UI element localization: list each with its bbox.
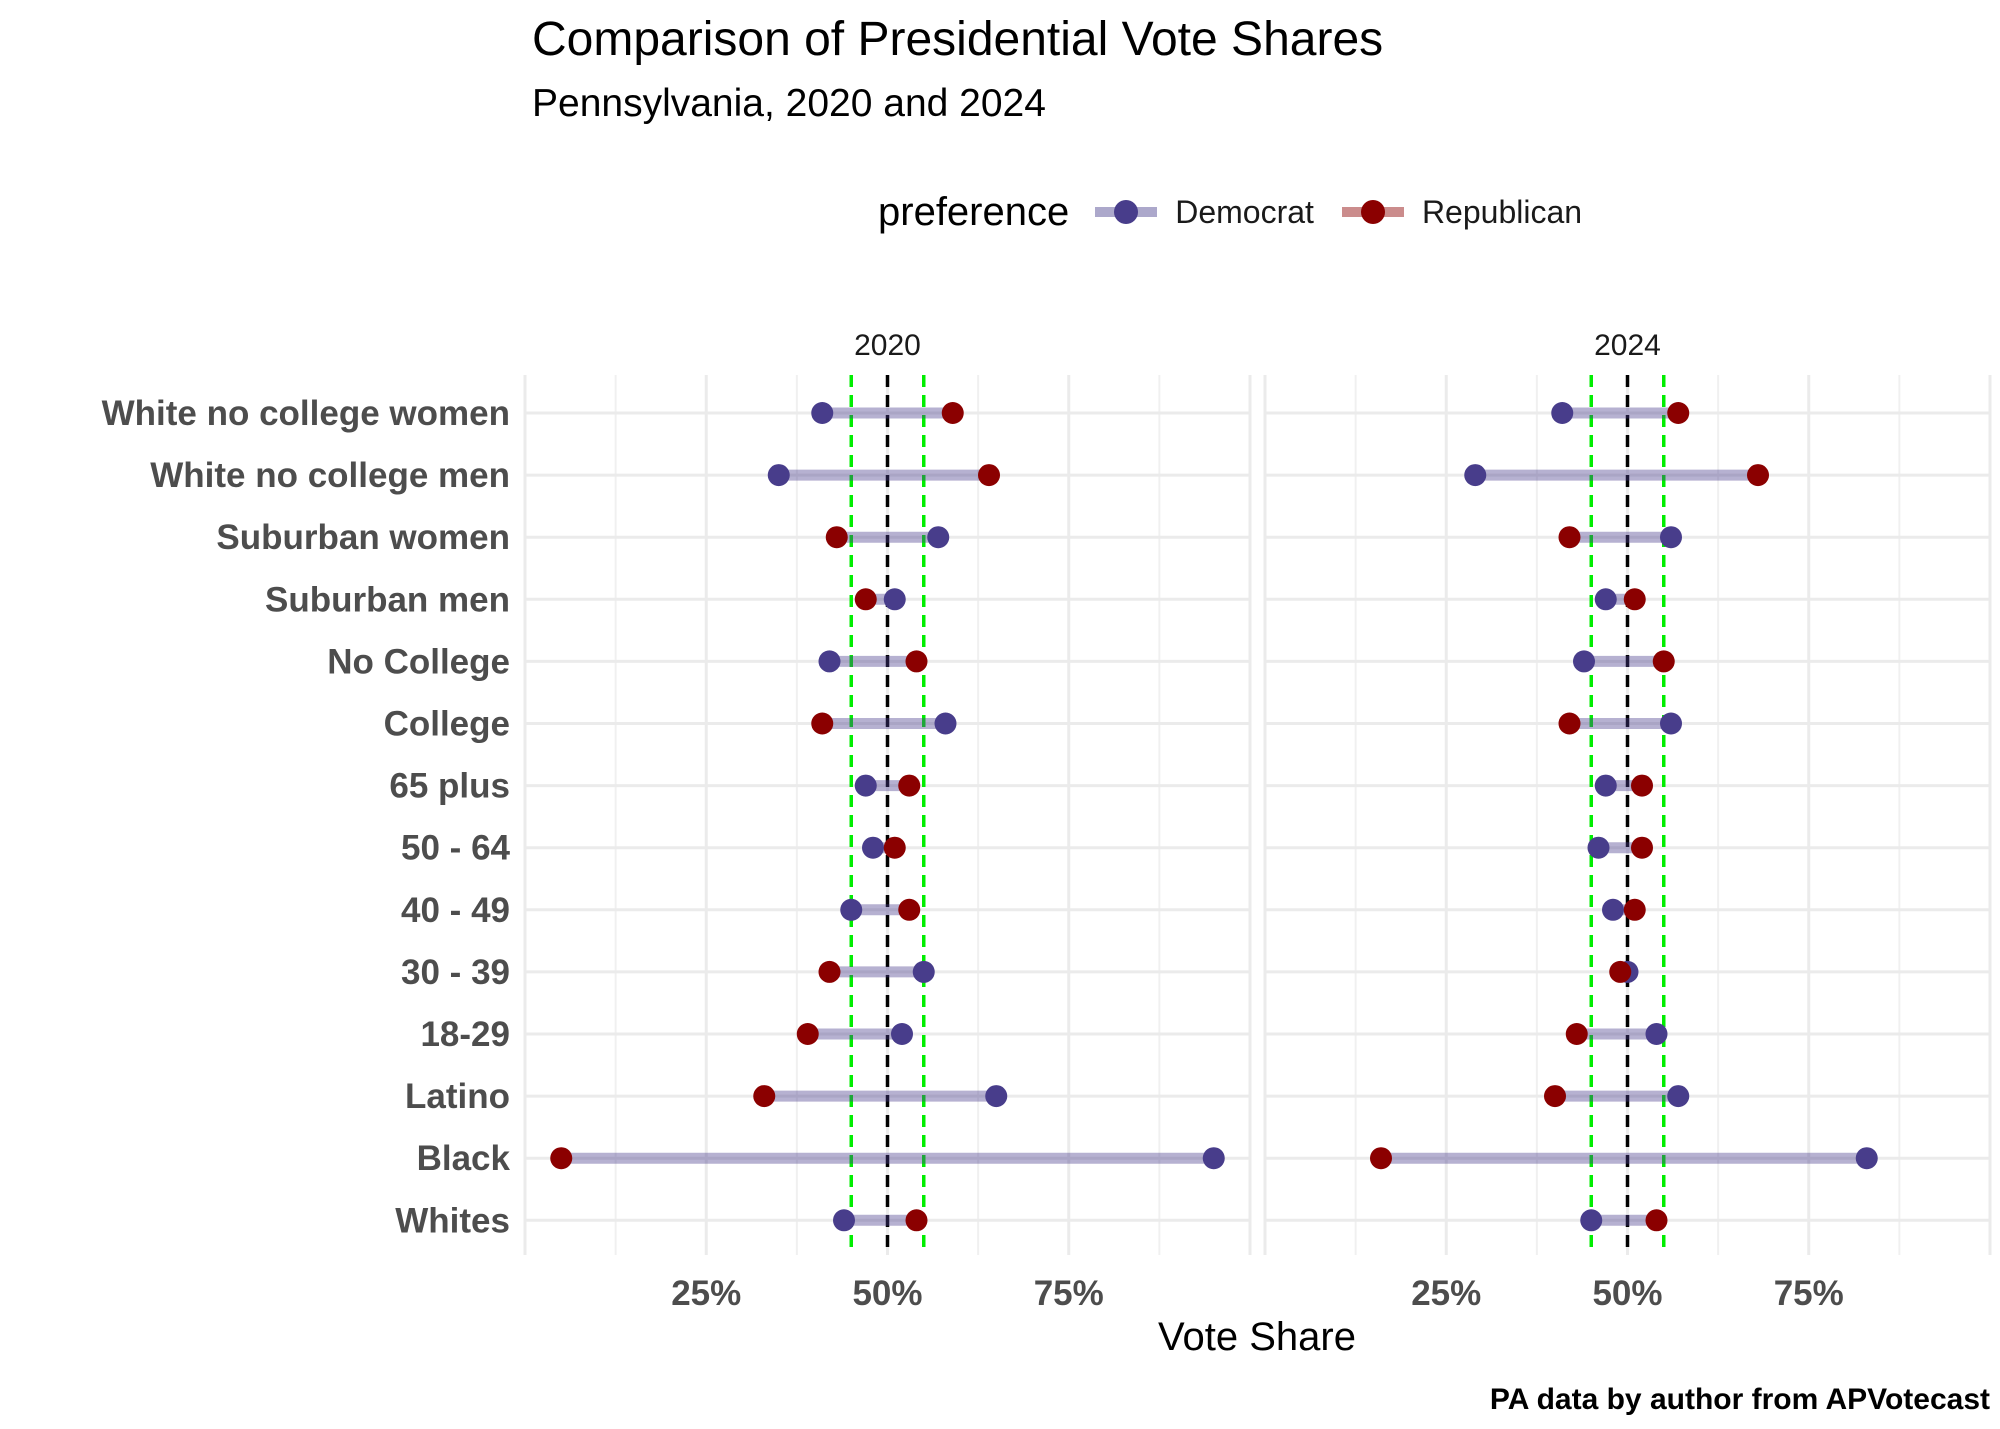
y-tick-label: 30 - 39 bbox=[401, 953, 510, 992]
republican-point bbox=[854, 588, 877, 611]
republican-point bbox=[1370, 1147, 1392, 1170]
x-tick-label: 50% bbox=[852, 1274, 922, 1313]
republican-point bbox=[941, 402, 964, 424]
facet-panel-2024: 2024 25% 50% 75% bbox=[1263, 329, 1992, 1313]
x-tick-label: 25% bbox=[671, 1274, 741, 1313]
legend-key-republican bbox=[1341, 192, 1404, 232]
democrat-point bbox=[833, 1209, 855, 1232]
republican-point bbox=[1565, 1023, 1588, 1045]
democrat-point bbox=[912, 960, 935, 983]
legend-label-democrat: Democrat bbox=[1175, 193, 1314, 230]
democrat-point bbox=[891, 1023, 913, 1045]
democrat-point bbox=[1464, 464, 1487, 487]
y-tick-label: White no college men bbox=[150, 456, 510, 495]
legend-dot-republican bbox=[1360, 200, 1385, 224]
republican-point bbox=[1623, 898, 1646, 921]
republican-point bbox=[883, 836, 906, 859]
y-tick-label: Suburban men bbox=[265, 580, 510, 619]
democrat-point bbox=[1855, 1147, 1878, 1170]
x-tick-label: 50% bbox=[1592, 1274, 1662, 1313]
democrat-point bbox=[1202, 1147, 1225, 1170]
democrat-point bbox=[840, 898, 863, 921]
democrat-point bbox=[934, 712, 957, 735]
x-axis-title: Vote Share bbox=[1158, 1315, 1356, 1359]
facet-strip-label: 2024 bbox=[1594, 329, 1661, 362]
republican-point bbox=[905, 1209, 928, 1232]
republican-point bbox=[978, 464, 1000, 487]
x-tick-label: 75% bbox=[1774, 1274, 1844, 1313]
democrat-point bbox=[985, 1085, 1008, 1108]
republican-point bbox=[905, 650, 928, 673]
y-tick-label: Whites bbox=[395, 1201, 510, 1240]
democrat-point bbox=[854, 774, 877, 797]
republican-point bbox=[1609, 960, 1632, 983]
republican-point bbox=[1544, 1085, 1566, 1108]
republican-point bbox=[1667, 402, 1690, 424]
x-tick-label: 75% bbox=[1034, 1274, 1104, 1313]
democrat-point bbox=[1667, 1085, 1690, 1108]
y-tick-label: 40 - 49 bbox=[401, 891, 510, 930]
facet-strip-label: 2020 bbox=[854, 329, 921, 362]
democrat-point bbox=[1660, 526, 1682, 549]
y-tick-label: College bbox=[384, 705, 510, 744]
republican-point bbox=[1558, 526, 1581, 549]
republican-point bbox=[898, 898, 921, 921]
democrat-point bbox=[818, 650, 841, 673]
republican-point bbox=[1652, 650, 1675, 673]
chart-title: Comparison of Presidential Vote Shares bbox=[532, 13, 1384, 66]
y-tick-label: 65 plus bbox=[389, 767, 510, 806]
republican-point bbox=[825, 526, 848, 549]
democrat-point bbox=[883, 588, 906, 611]
republican-point bbox=[1631, 836, 1653, 859]
republican-point bbox=[811, 712, 834, 735]
x-tick-label: 25% bbox=[1411, 1274, 1481, 1313]
republican-point bbox=[1645, 1209, 1668, 1232]
democrat-point bbox=[1660, 712, 1682, 735]
republican-point bbox=[796, 1023, 819, 1045]
legend-dot-democrat bbox=[1114, 200, 1139, 224]
republican-point bbox=[1631, 774, 1653, 797]
chart-subtitle: Pennsylvania, 2020 and 2024 bbox=[532, 82, 1046, 125]
legend-label-republican: Republican bbox=[1421, 193, 1583, 230]
legend-item-republican: Republican bbox=[1341, 192, 1583, 232]
democrat-point bbox=[1594, 588, 1617, 611]
democrat-point bbox=[1602, 898, 1624, 921]
republican-point bbox=[1558, 712, 1581, 735]
republican-point bbox=[753, 1085, 776, 1108]
democrat-point bbox=[1580, 1209, 1603, 1232]
democrat-point bbox=[927, 526, 950, 549]
democrat-point bbox=[767, 464, 790, 487]
legend: preference Democrat Republican bbox=[878, 182, 1610, 242]
legend-item-democrat: Democrat bbox=[1095, 192, 1314, 232]
republican-point bbox=[1623, 588, 1646, 611]
republican-point bbox=[898, 774, 921, 797]
y-tick-label: Suburban women bbox=[216, 518, 510, 557]
y-tick-label: 18-29 bbox=[420, 1015, 510, 1054]
democrat-point bbox=[1645, 1023, 1668, 1045]
y-tick-label: 50 - 64 bbox=[401, 829, 510, 868]
republican-point bbox=[550, 1147, 573, 1170]
y-tick-label: Black bbox=[417, 1139, 511, 1178]
democrat-point bbox=[1573, 650, 1595, 673]
republican-point bbox=[1747, 464, 1769, 487]
democrat-point bbox=[1587, 836, 1610, 859]
legend-title: preference bbox=[878, 189, 1070, 234]
facet-panel-2020: 2020 25% 50% 75% bbox=[523, 329, 1252, 1313]
legend-key-democrat bbox=[1095, 192, 1158, 232]
y-tick-label: No College bbox=[327, 642, 510, 681]
y-tick-label: White no college women bbox=[102, 394, 510, 433]
democrat-point bbox=[1594, 774, 1617, 797]
republican-point bbox=[818, 960, 841, 983]
y-tick-label: Latino bbox=[405, 1077, 510, 1116]
chart-caption: PA data by author from APVotecast bbox=[1489, 1383, 1990, 1416]
democrat-point bbox=[1551, 402, 1574, 424]
democrat-point bbox=[811, 402, 834, 424]
democrat-point bbox=[862, 836, 884, 859]
